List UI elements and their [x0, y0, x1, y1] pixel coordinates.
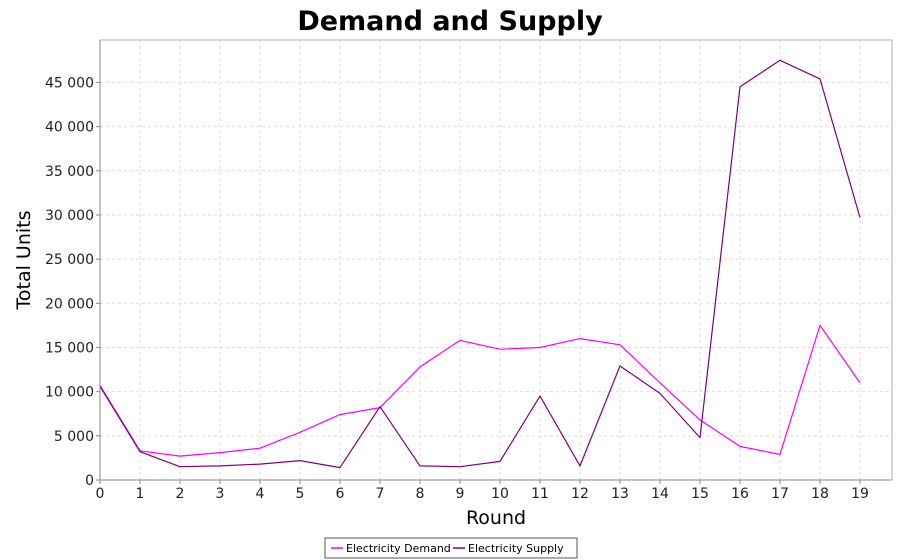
series-layer [99, 59, 861, 469]
grid [100, 40, 892, 480]
legend-box [324, 537, 578, 559]
x-tick-label: 7 [376, 486, 385, 502]
y-tick-label: 45 000 [45, 75, 94, 91]
x-tick-label: 11 [531, 486, 549, 502]
x-tick-label: 15 [691, 486, 709, 502]
x-tick-label: 3 [216, 486, 225, 502]
y-tick-label: 0 [85, 473, 94, 489]
x-tick-label: 2 [176, 486, 185, 502]
x-tick-label: 6 [336, 486, 345, 502]
y-axis-title: Total Units [13, 211, 35, 311]
y-tick-label: 10 000 [45, 385, 94, 401]
x-tick-label: 4 [256, 486, 265, 502]
x-tick-label: 17 [771, 486, 789, 502]
y-tick-label: 25 000 [45, 252, 94, 268]
series-line-0 [99, 324, 861, 457]
legend-label: Electricity Supply [468, 542, 564, 555]
x-tick-label: 12 [571, 486, 589, 502]
y-tick-label: 20 000 [45, 296, 94, 312]
x-axis-title: Round [466, 507, 526, 529]
x-tick-label: 5 [296, 486, 305, 502]
y-tick-label: 30 000 [45, 208, 94, 224]
x-tick-label: 1 [136, 486, 145, 502]
x-tick-label: 10 [491, 486, 509, 502]
x-tick-label: 13 [611, 486, 629, 502]
x-tick-label: 16 [731, 486, 749, 502]
x-tick-label: 14 [651, 486, 669, 502]
x-tick-label: 9 [456, 486, 465, 502]
legend: Electricity Demand Electricity Supply [324, 537, 578, 559]
series-line-1 [99, 59, 861, 469]
chart-title: Demand and Supply [297, 6, 603, 37]
y-tick-label: 35 000 [45, 164, 94, 180]
legend-label: Electricity Demand [346, 542, 451, 555]
x-tick-label: 18 [811, 486, 829, 502]
y-tick-label: 5 000 [54, 429, 94, 445]
x-tick-label: 19 [851, 486, 869, 502]
x-tick-label: 8 [416, 486, 425, 502]
y-tick-label: 15 000 [45, 340, 94, 356]
y-tick-label: 40 000 [45, 120, 94, 136]
x-tick-label: 0 [96, 486, 105, 502]
plot-area-border [99, 39, 893, 481]
